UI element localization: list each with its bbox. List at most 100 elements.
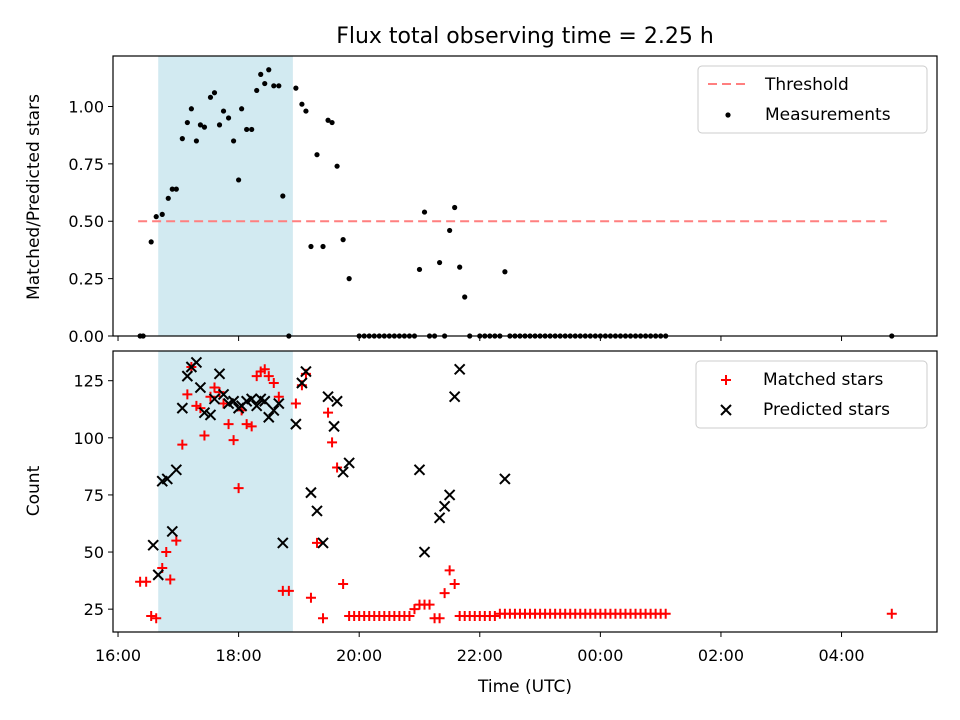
- matched-star-point: [146, 611, 157, 622]
- predicted-star-point: [268, 404, 280, 417]
- measurement-point: [207, 94, 214, 100]
- measurement-point: [220, 108, 227, 114]
- top-y-axis-label: Matched/Predicted stars: [24, 94, 44, 300]
- measurement-point: [293, 85, 299, 91]
- predicted-star-point: [170, 464, 183, 476]
- measurement-point: [193, 138, 200, 144]
- bottom-y-tick-label: 75: [84, 486, 104, 505]
- predicted-star-point: [305, 486, 317, 499]
- measurement-point: [416, 266, 423, 273]
- legend-box: [697, 65, 928, 134]
- predicted-star-point: [443, 489, 456, 501]
- predicted-star-point: [250, 400, 263, 412]
- matched-star-point: [327, 437, 338, 448]
- legend-box: [695, 360, 928, 429]
- predicted-star-point: [322, 390, 334, 403]
- measurement-point: [244, 126, 250, 133]
- top-y-tick-label: 0.00: [68, 327, 104, 346]
- predicted-star-point: [453, 363, 466, 375]
- predicted-star-point: [176, 402, 189, 414]
- predicted-star-point: [227, 395, 240, 407]
- predicted-star-point: [208, 393, 221, 405]
- matched-star-point: [305, 592, 316, 603]
- predicted-star-point: [245, 393, 258, 405]
- matched-star-point: [489, 611, 500, 622]
- matched-star-point: [223, 419, 234, 430]
- predicted-star-point: [418, 546, 431, 558]
- top-legend: Threshold Measurements: [697, 65, 928, 134]
- matched-star-point: [409, 604, 420, 615]
- measurement-point: [262, 80, 268, 87]
- measurement-point: [236, 177, 242, 183]
- measurement-point: [249, 126, 255, 133]
- bottom-y-tick-label: 50: [84, 543, 104, 562]
- bottom-y-tick-label: 125: [73, 372, 104, 391]
- predicted-star-point: [166, 525, 178, 538]
- predicted-star-point: [217, 388, 230, 401]
- matched-star-point: [332, 462, 343, 473]
- top-shaded-region: [158, 56, 293, 336]
- measurement-point: [452, 204, 458, 211]
- x-tick-label: 16:00: [95, 646, 141, 665]
- predicted-star-point: [331, 395, 343, 407]
- bottom-y-axis-label: Count: [24, 465, 44, 516]
- bottom-legend: Matched stars Predicted stars: [695, 360, 928, 429]
- predicted-star-point: [413, 464, 426, 476]
- x-tick-label: 18:00: [216, 646, 262, 665]
- matched-star-point: [273, 391, 284, 402]
- measurement-point: [320, 243, 326, 250]
- measurement-point: [314, 152, 320, 158]
- measurement-point: [216, 122, 223, 128]
- top-y-tick-label: 0.25: [68, 270, 104, 289]
- matched-star-point: [246, 421, 257, 432]
- legend-predicted-label: Predicted stars: [763, 400, 890, 420]
- predicted-star-point: [290, 418, 302, 430]
- measurement-point: [303, 108, 309, 114]
- predicted-star-point: [499, 473, 511, 485]
- measurement-point: [258, 71, 264, 77]
- predicted-star-point: [204, 409, 217, 421]
- measurement-point: [299, 101, 305, 107]
- predicted-star-point: [273, 397, 285, 410]
- measurement-point: [148, 239, 154, 245]
- top-y-tick-label: 1.00: [68, 97, 104, 116]
- measurement-point: [325, 117, 331, 123]
- bottom-shaded-region: [158, 351, 293, 632]
- predicted-star-point: [317, 537, 329, 549]
- chart-title: Flux total observing time = 2.25 h: [336, 24, 714, 49]
- matched-star-point: [171, 535, 182, 546]
- matched-star-point: [241, 419, 252, 430]
- measurement-point: [225, 115, 232, 121]
- legend-predicted-swatch: [720, 404, 732, 416]
- measurement-point: [169, 186, 175, 192]
- bottom-y-tick-label: 25: [84, 600, 104, 619]
- matched-star-point: [318, 613, 329, 624]
- top-y-tick-label: 0.50: [68, 212, 104, 231]
- legend-measurement-label: Measurements: [765, 105, 891, 125]
- bottom-panel: 25 50 75 100 125 16:00 18:00 20:00 22:00 00:00 02:…: [73, 350, 938, 665]
- x-tick-label: 00:00: [577, 646, 623, 665]
- predicted-star-point: [438, 500, 451, 513]
- matched-star-point: [263, 371, 274, 382]
- measurement-point: [436, 259, 443, 266]
- legend-measurement-swatch: [725, 112, 731, 118]
- measurement-point: [421, 209, 428, 215]
- matched-star-point: [182, 389, 193, 400]
- predicted-star-point: [343, 457, 355, 469]
- top-y-tick-label: 0.75: [68, 155, 104, 174]
- matched-star-point: [161, 547, 172, 558]
- x-axis-label: Time (UTC): [477, 677, 572, 697]
- matched-star-point: [177, 439, 188, 450]
- matched-star-point: [141, 576, 152, 587]
- top-plot-frame: [112, 55, 938, 337]
- matched-star-point: [259, 364, 270, 375]
- matched-star-point: [165, 574, 176, 585]
- predicted-star-point: [277, 537, 289, 549]
- measurement-point: [447, 227, 453, 234]
- bottom-plot-frame: [112, 350, 938, 633]
- measurement-point: [201, 124, 208, 130]
- measurement-point: [346, 276, 352, 282]
- top-panel: 0.00 0.25 0.50 0.75 1.00 Threshold Measurement…: [68, 55, 938, 346]
- measurement-point: [211, 90, 218, 96]
- predicted-star-point: [433, 512, 446, 524]
